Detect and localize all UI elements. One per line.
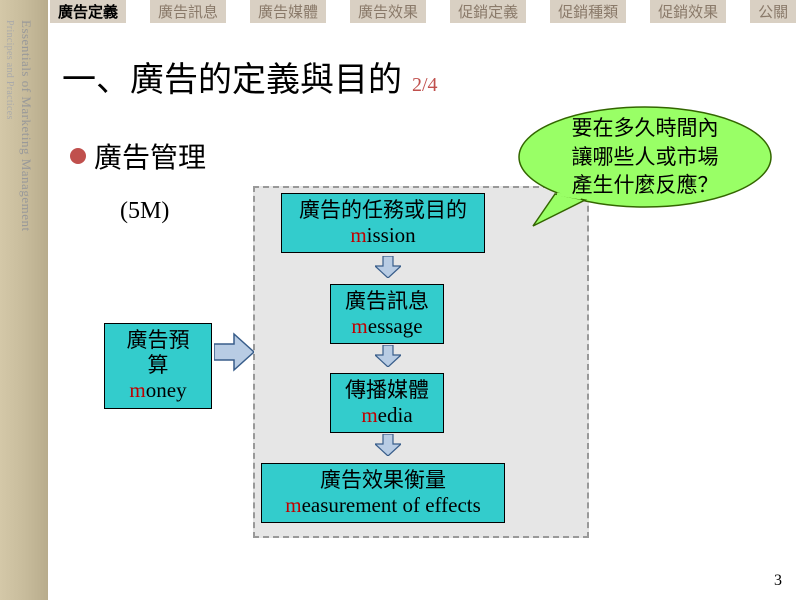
page-indicator: 2/4 (412, 74, 438, 97)
tab-promo-definition[interactable]: 促銷定義 (450, 0, 526, 23)
box-mission: 廣告的任務或目的 mission (281, 193, 485, 253)
tab-promo-effect[interactable]: 促銷效果 (650, 0, 726, 23)
box-measure: 廣告效果衡量 measurement of effects (261, 463, 505, 523)
slide-title: 一、廣告的定義與目的 (62, 52, 402, 101)
box-measure-zh: 廣告效果衡量 (274, 468, 492, 493)
arrow-down-3 (375, 434, 401, 456)
tab-bar: 廣告定義 廣告訊息 廣告媒體 廣告效果 促銷定義 促銷種類 促銷效果 公關 (48, 0, 796, 23)
tab-pr[interactable]: 公關 (750, 0, 796, 23)
sidebar-subtitle: Principes and Practices (4, 20, 15, 120)
bullet-text: 廣告管理 (94, 136, 206, 176)
tab-ad-media[interactable]: 廣告媒體 (250, 0, 326, 23)
callout-line1: 要在多久時間內 (572, 116, 719, 140)
arrow-down-1 (375, 256, 401, 278)
tab-ad-effect[interactable]: 廣告效果 (350, 0, 426, 23)
arrow-down-2 (375, 345, 401, 367)
bullet-row: 廣告管理 (70, 136, 206, 176)
tab-promo-types[interactable]: 促銷種類 (550, 0, 626, 23)
callout-line3: 產生什麼反應？ (572, 173, 719, 197)
callout-line2: 讓哪些人或市場 (572, 145, 719, 169)
box-money-zh: 廣告預算 (117, 328, 199, 378)
callout-bubble: 要在多久時間內 讓哪些人或市場 產生什麼反應？ (515, 104, 775, 210)
box-media-zh: 傳播媒體 (343, 378, 431, 403)
arrow-right (214, 332, 254, 372)
slide-title-row: 一、廣告的定義與目的 2/4 (62, 52, 438, 101)
box-message: 廣告訊息 message (330, 284, 444, 344)
box-media: 傳播媒體 media (330, 373, 444, 433)
sidebar-title: Essentials of Marketing Management (18, 20, 34, 232)
box-message-zh: 廣告訊息 (343, 289, 431, 314)
box-mission-zh: 廣告的任務或目的 (294, 198, 472, 223)
tab-ad-message[interactable]: 廣告訊息 (150, 0, 226, 23)
sub-label-5m: (5M) (120, 198, 169, 225)
box-money: 廣告預算 money (104, 323, 212, 409)
bullet-icon (70, 148, 86, 164)
tab-ad-definition[interactable]: 廣告定義 (50, 0, 126, 23)
page-number: 3 (774, 572, 782, 590)
